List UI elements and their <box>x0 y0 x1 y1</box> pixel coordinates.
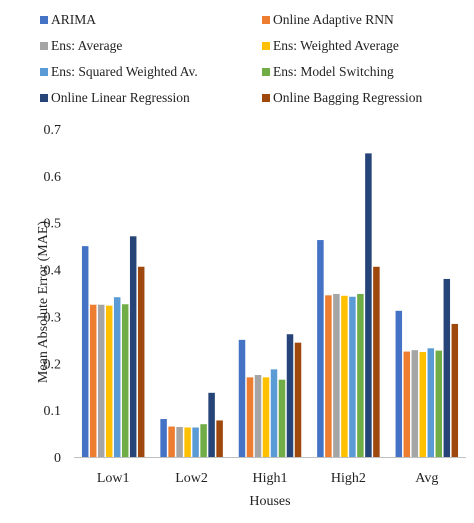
bar-group-low1 <box>81 236 145 457</box>
bar-arima-low2 <box>160 419 167 457</box>
y-tick-label: 0.2 <box>44 357 62 372</box>
x-axis: Low1 Low2 High1 High2 Avg <box>74 457 466 486</box>
legend-label: Ens: Squared Weighted Av. <box>51 64 198 79</box>
legend-swatch <box>262 68 270 76</box>
bar-ens-squared-weighted-av-low2 <box>192 427 199 457</box>
bar-arima-low1 <box>81 246 89 457</box>
legend-swatch <box>40 16 48 24</box>
legend-label: Ens: Model Switching <box>273 64 394 79</box>
bar-online-bagging-regression-low2 <box>216 420 223 457</box>
x-tick-label-avg: Avg <box>415 471 438 486</box>
bar-online-adaptive-rnn-high1 <box>246 377 254 457</box>
legend-label: Ens: Weighted Average <box>273 38 399 53</box>
legend-item-ens-average: Ens: Average <box>40 38 122 53</box>
bar-group-high2 <box>317 153 380 457</box>
bar-online-bagging-regression-low1 <box>137 266 145 457</box>
bar-online-linear-regression-avg <box>443 278 451 457</box>
bar-ens-average-low1 <box>97 304 105 457</box>
bar-arima-high1 <box>238 339 246 457</box>
legend-item-online-bagging-regression: Online Bagging Regression <box>262 90 422 105</box>
bar-ens-weighted-average-high1 <box>262 377 270 457</box>
bar-arima-high2 <box>317 240 324 457</box>
legend-swatch <box>262 42 270 50</box>
y-tick-label: 0.5 <box>44 217 62 232</box>
legend-item-ens-weighted-average: Ens: Weighted Average <box>262 38 399 53</box>
bar-ens-model-switching-high2 <box>357 293 364 457</box>
legend-label: ARIMA <box>51 12 96 27</box>
bar-online-linear-regression-low1 <box>129 236 137 457</box>
bar-group-avg <box>395 278 459 457</box>
bar-ens-average-low2 <box>176 427 183 457</box>
y-tick-label: 0.6 <box>44 170 62 185</box>
legend-label: Online Bagging Regression <box>273 90 422 105</box>
bar-ens-average-avg <box>411 350 419 457</box>
bar-online-adaptive-rnn-low2 <box>168 426 175 457</box>
bar-ens-weighted-average-high2 <box>341 295 348 457</box>
legend-item-online-adaptive-rnn: Online Adaptive RNN <box>262 12 394 27</box>
bar-ens-model-switching-low1 <box>121 304 129 457</box>
legend-item-ens-model-switching: Ens: Model Switching <box>262 64 394 79</box>
y-tick-label: 0.1 <box>44 404 62 419</box>
bar-ens-squared-weighted-av-high2 <box>349 296 356 457</box>
y-tick-label: 0.7 <box>44 123 62 138</box>
legend-label: Online Adaptive RNN <box>273 12 394 27</box>
y-tick-label: 0.4 <box>44 264 62 279</box>
bar-online-linear-regression-low2 <box>208 392 215 457</box>
legend-label: Ens: Average <box>51 38 122 53</box>
x-axis-label: Houses <box>249 494 290 509</box>
legend-item-online-linear-regression: Online Linear Regression <box>40 90 190 105</box>
y-tick-label: 0 <box>54 451 61 466</box>
legend-swatch <box>40 94 48 102</box>
y-axis: 0 0.1 0.2 0.3 0.4 0.5 0.6 0.7 <box>44 123 62 466</box>
bar-online-adaptive-rnn-avg <box>403 351 411 457</box>
legend-swatch <box>262 94 270 102</box>
x-tick-label-high2: High2 <box>331 471 366 486</box>
bar-ens-squared-weighted-av-low1 <box>113 297 121 457</box>
legend-swatch <box>262 16 270 24</box>
bar-ens-squared-weighted-av-high1 <box>270 369 278 457</box>
bar-ens-average-high1 <box>254 375 262 457</box>
bar-ens-squared-weighted-av-avg <box>427 348 435 457</box>
bar-ens-weighted-average-low2 <box>184 427 191 457</box>
x-tick-label-high1: High1 <box>253 471 288 486</box>
y-tick-label: 0.3 <box>44 310 62 325</box>
legend-item-ens-squared-weighted-av: Ens: Squared Weighted Av. <box>40 64 198 79</box>
legend-swatch <box>40 42 48 50</box>
bar-online-bagging-regression-high1 <box>294 342 302 457</box>
bar-ens-weighted-average-low1 <box>105 305 113 457</box>
bar-online-linear-regression-high2 <box>365 153 372 457</box>
bar-online-adaptive-rnn-high2 <box>325 295 332 457</box>
bar-arima-avg <box>395 310 403 457</box>
x-tick-label-low1: Low1 <box>97 471 130 486</box>
bar-online-linear-regression-high1 <box>286 334 294 457</box>
bar-ens-model-switching-avg <box>435 350 443 457</box>
bar-ens-average-high2 <box>333 293 340 457</box>
bar-group-high1 <box>238 334 302 457</box>
bar-online-adaptive-rnn-low1 <box>89 304 97 457</box>
legend-label: Online Linear Regression <box>51 90 190 105</box>
bar-online-bagging-regression-avg <box>451 323 459 457</box>
bars <box>81 153 459 457</box>
legend: ARIMA Online Adaptive RNN Ens: Average Ens:… <box>40 12 422 105</box>
x-tick-label-low2: Low2 <box>175 471 208 486</box>
bar-ens-weighted-average-avg <box>419 352 427 457</box>
bar-ens-model-switching-low2 <box>200 424 207 457</box>
bar-online-bagging-regression-high2 <box>373 266 380 457</box>
legend-swatch <box>40 68 48 76</box>
bar-ens-model-switching-high1 <box>278 379 286 457</box>
legend-item-arima: ARIMA <box>40 12 96 27</box>
bar-group-low2 <box>160 392 223 457</box>
y-axis-label: Mean Absolute Error (MAE) <box>36 221 51 383</box>
